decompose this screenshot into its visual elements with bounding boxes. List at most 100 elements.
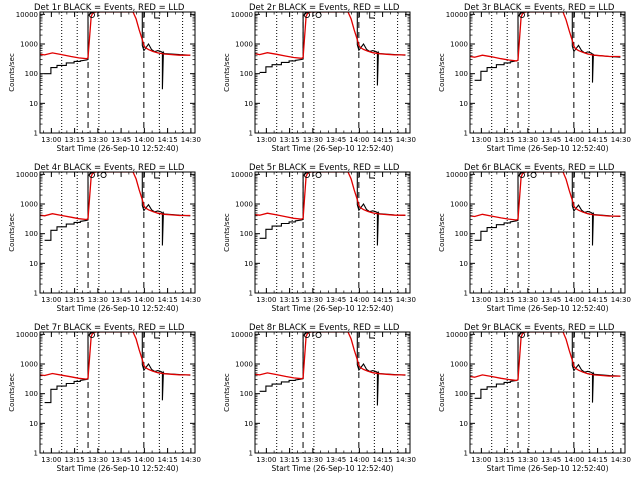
y-tick-label: 100 — [25, 230, 38, 238]
x-tick-label: 13:45 — [111, 136, 131, 144]
lld-series-line — [255, 172, 406, 220]
y-tick-label: 100 — [455, 70, 468, 78]
x-tick-label: 13:45 — [326, 136, 346, 144]
lld-series-line — [255, 332, 406, 380]
x-tick-label: 13:00 — [41, 456, 61, 464]
x-tick-label: 13:45 — [541, 456, 561, 464]
plot-frame — [254, 171, 411, 294]
y-tick-label: 1 — [249, 130, 253, 138]
x-tick-label: 14:00 — [134, 136, 154, 144]
plot-frame — [254, 11, 411, 134]
x-tick-label: 14:15 — [158, 296, 178, 304]
events-series-line — [474, 332, 621, 403]
y-tick-label: 1 — [34, 290, 38, 298]
x-tick-label: 14:00 — [134, 456, 154, 464]
lld-series-line — [40, 332, 191, 380]
x-tick-label: 14:30 — [396, 136, 416, 144]
x-tick-label: 14:00 — [134, 296, 154, 304]
events-series-line — [474, 12, 621, 83]
y-tick-label: 1 — [34, 450, 38, 458]
chart-panel: Det 1r BLACK = Events, RED = LLD 1 10 100 10… — [8, 3, 201, 153]
x-tick-label: 14:00 — [564, 136, 584, 144]
plot-frame — [469, 171, 626, 294]
lld-series-line — [255, 12, 406, 59]
y-tick-label: 10000 — [16, 171, 38, 179]
x-tick-label: 13:30 — [88, 456, 108, 464]
x-tick-label: 13:15 — [280, 456, 300, 464]
plot-frame — [469, 11, 626, 134]
x-tick-label: 13:00 — [256, 456, 276, 464]
y-tick-label: 1000 — [235, 361, 253, 369]
y-axis-label: Counts/sec — [438, 213, 446, 252]
l-marker — [369, 12, 375, 19]
y-tick-label: 100 — [455, 390, 468, 398]
x-tick-label: 13:00 — [41, 296, 61, 304]
x-tick-label: 13:30 — [88, 296, 108, 304]
y-tick-label: 10000 — [231, 331, 253, 339]
y-tick-label: 1000 — [20, 201, 38, 209]
y-tick-label: 10 — [29, 420, 38, 428]
x-tick-label: 14:00 — [349, 136, 369, 144]
y-tick-label: 10 — [244, 260, 253, 268]
events-series-line — [44, 332, 191, 404]
l-marker — [154, 332, 160, 339]
x-tick-label: 13:45 — [111, 456, 131, 464]
y-tick-label: 100 — [240, 230, 253, 238]
chart-title: Det 6r BLACK = Events, RED = LLD — [464, 163, 615, 173]
x-tick-label: 14:30 — [181, 136, 201, 144]
chart-title: Det 8r BLACK = Events, RED = LLD — [249, 323, 400, 333]
x-tick-label: 13:15 — [280, 296, 300, 304]
x-axis-label: Start Time (26-Sep-10 12:52:40) — [272, 464, 394, 473]
x-tick-label: 14:15 — [158, 456, 178, 464]
chart-title: Det 5r BLACK = Events, RED = LLD — [249, 163, 400, 173]
y-tick-label: 1 — [464, 290, 468, 298]
chart-panel: Det 6r BLACK = Events, RED = LLD 1 10 100 10… — [438, 163, 631, 313]
chart-title: Det 3r BLACK = Events, RED = LLD — [464, 3, 615, 13]
y-tick-label: 10000 — [446, 11, 468, 19]
chart-panel: Det 2r BLACK = Events, RED = LLD 1 10 100 10… — [223, 3, 416, 153]
y-tick-label: 1 — [464, 450, 468, 458]
chart-title: Det 9r BLACK = Events, RED = LLD — [464, 323, 615, 333]
y-axis-label: Counts/sec — [438, 53, 446, 92]
x-tick-label: 13:15 — [495, 136, 515, 144]
x-tick-label: 14:15 — [588, 136, 608, 144]
x-axis-label: Start Time (26-Sep-10 12:52:40) — [272, 304, 394, 313]
chart-title: Det 2r BLACK = Events, RED = LLD — [249, 3, 400, 13]
l-marker — [369, 172, 375, 179]
x-tick-label: 13:00 — [256, 296, 276, 304]
events-series-line — [44, 172, 191, 246]
y-tick-label: 10000 — [16, 11, 38, 19]
x-axis-label: Start Time (26-Sep-10 12:52:40) — [487, 144, 609, 153]
x-tick-label: 13:30 — [88, 136, 108, 144]
l-marker — [584, 332, 590, 339]
l-marker — [154, 172, 160, 179]
y-tick-label: 10000 — [446, 171, 468, 179]
x-tick-label: 14:00 — [349, 456, 369, 464]
x-tick-label: 13:00 — [471, 296, 491, 304]
lld-series-line — [40, 12, 191, 60]
x-tick-label: 13:15 — [65, 296, 85, 304]
l-marker — [584, 12, 590, 19]
x-tick-label: 14:30 — [611, 296, 631, 304]
x-tick-label: 13:45 — [326, 456, 346, 464]
y-tick-label: 1000 — [450, 41, 468, 49]
l-marker — [584, 172, 590, 179]
l-marker — [369, 332, 375, 339]
y-tick-label: 10000 — [231, 171, 253, 179]
x-axis-label: Start Time (26-Sep-10 12:52:40) — [487, 464, 609, 473]
events-series-line — [259, 332, 406, 406]
x-tick-label: 13:00 — [41, 136, 61, 144]
x-tick-label: 13:45 — [326, 296, 346, 304]
y-tick-label: 1000 — [450, 201, 468, 209]
y-axis-label: Counts/sec — [223, 213, 231, 252]
lld-series-line — [470, 332, 621, 382]
x-tick-label: 14:30 — [396, 296, 416, 304]
y-tick-label: 100 — [25, 70, 38, 78]
y-tick-label: 10 — [459, 420, 468, 428]
events-series-line — [474, 172, 621, 246]
y-tick-label: 10 — [29, 260, 38, 268]
x-tick-label: 14:30 — [396, 456, 416, 464]
y-tick-label: 100 — [455, 230, 468, 238]
x-tick-label: 13:45 — [541, 136, 561, 144]
y-tick-label: 1 — [249, 450, 253, 458]
